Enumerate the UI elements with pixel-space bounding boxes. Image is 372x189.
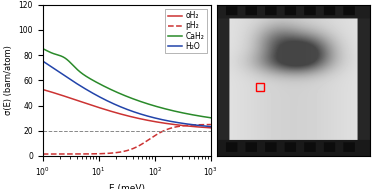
oH₂ [138, 118, 142, 120]
Line: CaH₂: CaH₂ [43, 49, 211, 118]
pH₂ [148, 138, 152, 140]
X-axis label: E (meV): E (meV) [109, 184, 145, 189]
pH₂ [185, 124, 190, 126]
H₂O [185, 123, 190, 125]
oH₂ [142, 119, 147, 121]
Line: oH₂: oH₂ [43, 90, 211, 128]
pH₂ [41, 153, 45, 155]
CaH₂ [138, 100, 142, 103]
CaH₂ [185, 113, 190, 115]
oH₂ [41, 88, 45, 91]
Line: pH₂: pH₂ [43, 125, 211, 154]
pH₂ [168, 127, 173, 129]
Legend: oH₂, pH₂, CaH₂, H₂O: oH₂, pH₂, CaH₂, H₂O [165, 9, 207, 53]
Bar [256, 83, 264, 91]
H₂O [209, 125, 213, 128]
CaH₂ [51, 52, 55, 55]
H₂O [142, 114, 147, 116]
oH₂ [209, 127, 213, 129]
H₂O [148, 115, 152, 118]
H₂O [41, 60, 45, 62]
H₂O [51, 67, 55, 69]
CaH₂ [209, 117, 213, 119]
H₂O [168, 120, 173, 122]
oH₂ [168, 123, 173, 125]
oH₂ [148, 120, 152, 122]
oH₂ [51, 91, 55, 94]
Line: H₂O: H₂O [43, 61, 211, 127]
pH₂ [51, 153, 55, 155]
CaH₂ [168, 109, 173, 111]
CaH₂ [142, 102, 147, 104]
Y-axis label: σ(E) (barn/atom): σ(E) (barn/atom) [4, 45, 13, 115]
CaH₂ [41, 48, 45, 50]
pH₂ [138, 144, 142, 146]
oH₂ [185, 125, 190, 127]
CaH₂ [148, 103, 152, 106]
pH₂ [209, 123, 213, 126]
pH₂ [142, 141, 147, 143]
H₂O [138, 113, 142, 115]
